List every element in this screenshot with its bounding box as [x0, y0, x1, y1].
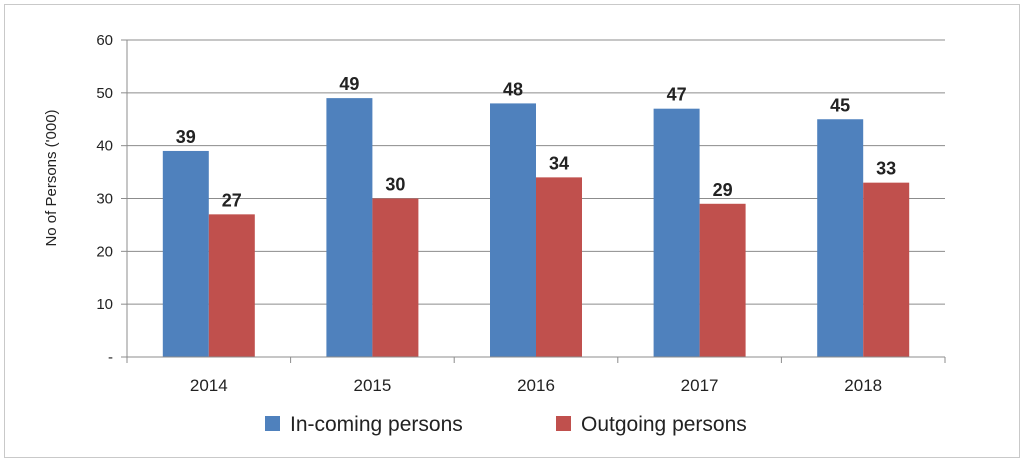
- data-label: 47: [667, 85, 687, 105]
- y-tick-label: 50: [96, 85, 113, 102]
- y-tick-label: 60: [96, 32, 113, 49]
- data-label: 30: [385, 175, 405, 195]
- data-label: 27: [222, 190, 242, 210]
- data-label: 34: [549, 153, 569, 173]
- legend-swatch: [265, 416, 280, 431]
- y-tick-label: 10: [96, 296, 113, 313]
- legend-swatch: [556, 416, 571, 431]
- legend-label: In-coming persons: [290, 413, 463, 436]
- bar-outgoing-2016: [536, 177, 582, 357]
- data-label: 48: [503, 79, 523, 99]
- y-axis-title: No of Persons ('000): [43, 109, 60, 246]
- y-tick-label: 20: [96, 243, 113, 260]
- y-tick-label: -: [108, 349, 113, 366]
- bar-incoming-2016: [490, 103, 536, 358]
- legend-label: Outgoing persons: [581, 413, 747, 436]
- bar-incoming-2018: [817, 119, 864, 357]
- data-label: 39: [176, 127, 196, 147]
- legend: In-coming persons Outgoing persons: [265, 413, 747, 436]
- data-label: 49: [339, 74, 359, 94]
- gridlines: [127, 39, 945, 305]
- x-tick-label: 2018: [844, 376, 882, 395]
- axes: [121, 39, 946, 363]
- data-label: 45: [830, 95, 850, 115]
- y-tick-label: 40: [96, 138, 113, 155]
- x-tick-label: 2014: [190, 376, 228, 395]
- bar-outgoing-2014: [208, 214, 255, 357]
- bar-incoming-2014: [162, 150, 209, 357]
- x-tick-label: 2017: [681, 376, 719, 395]
- bars: [162, 98, 910, 358]
- bar-incoming-2015: [326, 98, 373, 357]
- bar-outgoing-2015: [372, 198, 419, 357]
- bar-outgoing-2017: [699, 203, 746, 357]
- y-tick-label: 30: [96, 191, 113, 208]
- data-label: 33: [876, 159, 896, 179]
- x-tick-label: 2015: [353, 376, 391, 395]
- bar-incoming-2017: [653, 108, 700, 357]
- bar-outgoing-2018: [863, 182, 910, 357]
- labels: - 10 20 30 40 50 60 39 27 2014 49 30 2015 48 34 2016 47 2…: [96, 32, 896, 395]
- x-tick-label: 2016: [517, 376, 555, 395]
- data-label: 29: [713, 180, 733, 200]
